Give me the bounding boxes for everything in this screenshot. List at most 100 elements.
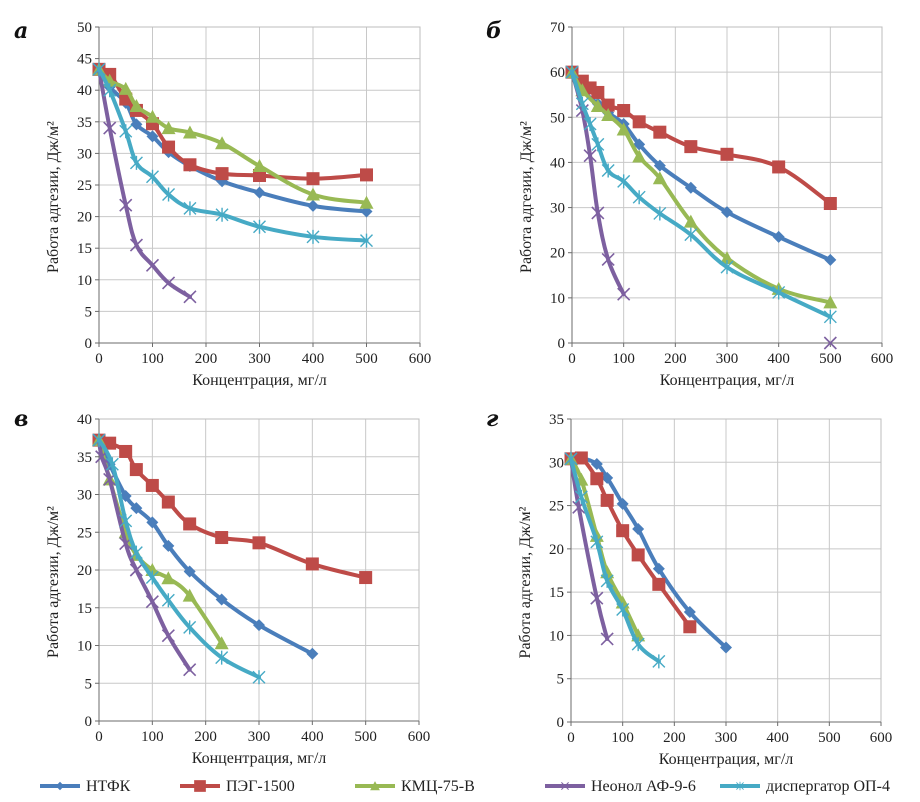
data-point (145, 109, 160, 123)
panel-letter: г (486, 406, 499, 432)
data-point (146, 516, 159, 529)
data-point (652, 562, 665, 575)
data-point (601, 98, 615, 112)
legend-label: диспергатор ОП-4 (766, 778, 890, 795)
legend-marker (561, 782, 569, 790)
data-point (565, 65, 579, 80)
data-point (183, 620, 197, 635)
x-tick-label: 400 (766, 730, 789, 746)
data-point (590, 591, 604, 605)
data-point (162, 187, 176, 202)
data-point (684, 227, 698, 242)
data-point (616, 602, 630, 617)
data-point (632, 190, 646, 205)
y-tick-label: 5 (557, 672, 565, 688)
series-line (97, 67, 192, 299)
legend-marker (736, 781, 744, 791)
data-point (253, 169, 266, 183)
data-point (161, 121, 176, 135)
x-tick-label: 600 (408, 729, 431, 745)
y-tick-label: 60 (550, 65, 565, 81)
data-point (590, 472, 604, 486)
data-point (129, 545, 143, 560)
data-point (161, 571, 176, 585)
series-5 (92, 433, 266, 685)
panel-letter: а (14, 18, 28, 44)
series-5 (92, 62, 373, 248)
series-1 (565, 451, 732, 654)
series-5 (565, 65, 837, 324)
x-tick-label: 300 (715, 730, 738, 746)
data-point (652, 654, 666, 669)
y-tick-label: 15 (549, 585, 564, 601)
data-point (145, 258, 160, 272)
data-point (214, 636, 229, 650)
data-point (119, 198, 133, 212)
data-point (359, 195, 374, 209)
y-tick-label: 70 (550, 20, 565, 36)
data-point (306, 187, 320, 201)
y-axis-title: Работа адгезии, Дж/м² (517, 506, 534, 658)
y-tick-label: 20 (550, 246, 565, 262)
data-point (683, 620, 697, 634)
y-tick-label: 35 (77, 450, 92, 466)
x-tick-label: 200 (195, 351, 218, 367)
data-point (823, 197, 837, 211)
series-2 (92, 433, 373, 585)
series-4 (92, 433, 197, 677)
x-tick-label: 200 (663, 730, 686, 746)
x-tick-label: 0 (568, 351, 576, 367)
data-point (823, 309, 837, 324)
series-line (97, 438, 224, 646)
data-point (118, 81, 133, 95)
data-point (823, 295, 838, 309)
data-point (823, 336, 837, 350)
data-point (631, 637, 645, 652)
data-point (617, 104, 631, 118)
data-point (632, 149, 647, 163)
data-point (652, 577, 666, 591)
chart-panel-2: б 0 10 20 30 40 50 60 70 0 100 200 300 400 500 600 Конце… (486, 18, 893, 389)
data-point (601, 108, 616, 122)
y-tick-label: 20 (549, 542, 564, 558)
y-tick-label: 25 (549, 499, 564, 515)
data-point (215, 207, 229, 222)
x-tick-label: 400 (301, 729, 324, 745)
x-axis-title: Концентрация, мг/л (659, 751, 794, 768)
data-point (215, 167, 229, 181)
data-point (360, 168, 373, 182)
data-point (183, 565, 196, 578)
data-point (105, 457, 119, 472)
x-tick-label: 200 (664, 351, 687, 367)
data-point (129, 238, 144, 252)
legend-item: КМЦ-75-В (355, 778, 475, 795)
data-point (590, 534, 604, 549)
data-point (653, 125, 667, 139)
x-tick-label: 100 (141, 351, 164, 367)
data-point (162, 140, 176, 154)
data-point (772, 285, 786, 300)
x-tick-label: 500 (818, 730, 841, 746)
y-tick-label: 50 (550, 110, 565, 126)
data-point (591, 85, 605, 99)
y-tick-label: 15 (77, 241, 92, 257)
data-point (253, 619, 265, 632)
data-point (119, 124, 133, 139)
data-point (161, 593, 175, 608)
y-tick-label: 30 (549, 455, 564, 471)
data-point (183, 290, 197, 304)
legend-item: НТФК (40, 778, 131, 795)
data-point (591, 206, 605, 220)
data-point (359, 571, 373, 585)
y-tick-label: 40 (550, 155, 565, 171)
x-tick-label: 600 (870, 730, 893, 746)
data-point (252, 536, 266, 550)
series-line (569, 454, 692, 629)
data-point (215, 531, 229, 545)
x-tick-label: 500 (354, 729, 377, 745)
y-tick-label: 0 (85, 336, 93, 352)
data-point (633, 138, 646, 151)
data-point (92, 62, 106, 77)
data-point (252, 159, 267, 173)
